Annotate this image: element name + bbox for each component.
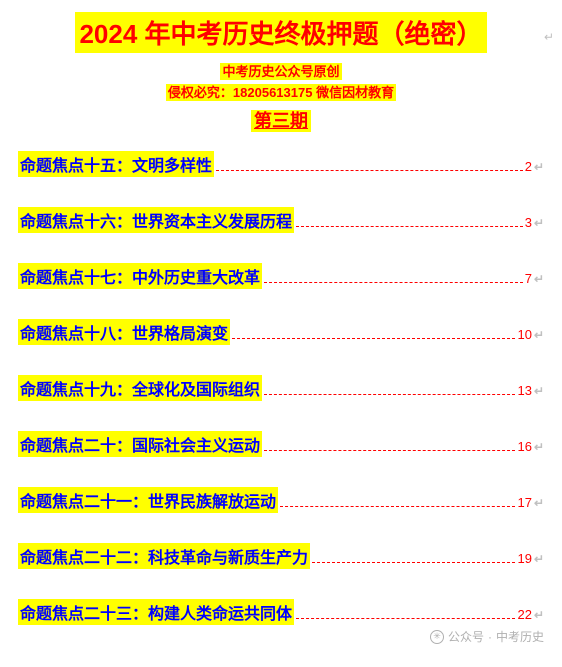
toc-leader-dots (264, 450, 515, 451)
toc-label: 命题焦点二十：国际社会主义运动 (18, 431, 262, 457)
watermark-label: 公众号 (448, 628, 484, 645)
toc-page-number: 7 (525, 271, 532, 286)
issue-label: 第三期 (18, 107, 544, 133)
toc-row: 命题焦点十六：世界资本主义发展历程 3↵ (18, 207, 544, 233)
toc-row: 命题焦点二十：国际社会主义运动 16↵ (18, 431, 544, 457)
subtitle-line-1: 中考历史公众号原创 (18, 61, 544, 80)
toc-row: 命题焦点十七：中外历史重大改革 7↵ (18, 263, 544, 289)
watermark-separator: · (488, 630, 492, 644)
toc-leader-dots (264, 282, 523, 283)
toc-label: 命题焦点十七：中外历史重大改革 (18, 263, 262, 289)
title-row: 2024 年中考历史终极押题（绝密） ↵ (18, 12, 544, 61)
paragraph-mark-icon: ↵ (534, 552, 544, 566)
paragraph-mark-icon: ↵ (534, 440, 544, 454)
paragraph-mark-icon: ↵ (534, 384, 544, 398)
toc-leader-dots (264, 394, 515, 395)
toc-label: 命题焦点十九：全球化及国际组织 (18, 375, 262, 401)
toc-page-number: 10 (517, 327, 531, 342)
toc-label: 命题焦点二十一：世界民族解放运动 (18, 487, 278, 513)
toc-page-number: 22 (517, 607, 531, 622)
paragraph-mark-icon: ↵ (534, 496, 544, 510)
toc-row: 命题焦点十九：全球化及国际组织 13↵ (18, 375, 544, 401)
toc-row: 命题焦点二十三：构建人类命运共同体 22↵ (18, 599, 544, 625)
toc-label: 命题焦点十六：世界资本主义发展历程 (18, 207, 294, 233)
toc-leader-dots (296, 226, 523, 227)
toc-leader-dots (280, 506, 515, 507)
toc-label: 命题焦点二十二：科技革命与新质生产力 (18, 543, 310, 569)
toc-leader-dots (296, 618, 515, 619)
paragraph-mark-icon: ↵ (534, 160, 544, 174)
toc-row: 命题焦点二十一：世界民族解放运动 17↵ (18, 487, 544, 513)
toc-page-number: 13 (517, 383, 531, 398)
paragraph-mark-icon: ↵ (534, 328, 544, 342)
toc-page-number: 16 (517, 439, 531, 454)
subtitle-line-2: 侵权必究：18205613175 微信因材教育 (18, 82, 544, 101)
toc-leader-dots (312, 562, 515, 563)
toc-leader-dots (216, 170, 523, 171)
paragraph-mark-icon: ↵ (534, 216, 544, 230)
toc-page-number: 2 (525, 159, 532, 174)
toc-row: 命题焦点十五：文明多样性 2↵ (18, 151, 544, 177)
paragraph-mark-icon: ↵ (534, 608, 544, 622)
toc-row: 命题焦点二十二：科技革命与新质生产力 19↵ (18, 543, 544, 569)
watermark-account: 中考历史 (496, 628, 544, 645)
toc-label: 命题焦点二十三：构建人类命运共同体 (18, 599, 294, 625)
watermark: ✳ 公众号 · 中考历史 (430, 628, 544, 645)
toc-page-number: 3 (525, 215, 532, 230)
document-title: 2024 年中考历史终极押题（绝密） (75, 12, 486, 53)
toc-row: 命题焦点十八：世界格局演变 10↵ (18, 319, 544, 345)
toc-page-number: 19 (517, 551, 531, 566)
toc-label: 命题焦点十八：世界格局演变 (18, 319, 230, 345)
toc-leader-dots (232, 338, 515, 339)
table-of-contents: 命题焦点十五：文明多样性2↵命题焦点十六：世界资本主义发展历程3↵命题焦点十七：… (18, 151, 544, 625)
paragraph-mark-icon: ↵ (534, 272, 544, 286)
paragraph-mark-icon: ↵ (544, 30, 554, 44)
toc-label: 命题焦点十五：文明多样性 (18, 151, 214, 177)
toc-page-number: 17 (517, 495, 531, 510)
wechat-icon: ✳ (430, 630, 444, 644)
